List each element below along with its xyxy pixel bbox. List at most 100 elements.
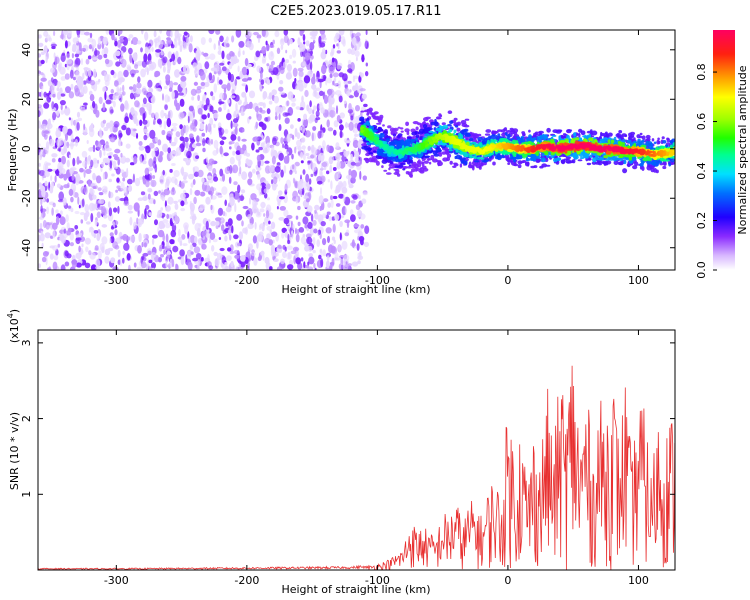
ridge-cell	[493, 139, 498, 142]
noise-speckle	[270, 221, 276, 230]
noise-speckle	[147, 187, 153, 193]
noise-speckle	[173, 82, 179, 86]
ridge-cell	[580, 130, 586, 136]
noise-speckle	[184, 225, 189, 235]
noise-speckle	[109, 151, 113, 156]
noise-speckle	[247, 243, 253, 251]
noise-speckle	[208, 30, 215, 35]
noise-speckle	[321, 161, 328, 168]
noise-speckle	[147, 45, 152, 54]
noise-speckle	[136, 266, 144, 270]
noise-speckle	[187, 115, 190, 124]
noise-speckle	[337, 80, 341, 89]
noise-speckle	[355, 204, 361, 211]
noise-speckle	[189, 113, 194, 122]
noise-speckle	[135, 88, 142, 95]
noise-speckle	[178, 229, 181, 237]
noise-speckle	[267, 197, 270, 201]
noise-speckle	[148, 60, 152, 64]
ridge-cell	[418, 128, 425, 133]
noise-speckle	[153, 156, 157, 164]
noise-speckle	[58, 191, 64, 201]
ridge-cell	[373, 150, 377, 153]
noise-speckle	[227, 247, 232, 252]
noise-speckle	[263, 213, 266, 217]
noise-speckle	[101, 206, 106, 215]
noise-speckle	[80, 219, 84, 224]
noise-speckle	[196, 86, 202, 90]
noise-speckle	[139, 154, 142, 164]
noise-speckle	[97, 159, 100, 164]
noise-speckle	[51, 158, 56, 163]
noise-speckle	[102, 102, 106, 111]
ridge-cell	[454, 123, 460, 126]
noise-speckle	[320, 258, 324, 268]
noise-speckle	[52, 230, 56, 239]
noise-speckle	[172, 245, 179, 253]
noise-speckle	[97, 43, 102, 50]
ridge-cell	[552, 129, 559, 134]
noise-speckle	[362, 192, 368, 196]
noise-speckle	[72, 188, 75, 197]
noise-speckle	[302, 34, 306, 42]
noise-speckle	[164, 43, 169, 48]
ridge-cell	[381, 165, 384, 169]
noise-speckle	[314, 267, 317, 270]
noise-speckle	[209, 53, 216, 60]
noise-speckle	[173, 200, 178, 204]
noise-speckle	[163, 120, 167, 130]
noise-speckle	[98, 192, 104, 196]
ridge-cell	[655, 169, 659, 174]
noise-speckle	[38, 234, 42, 242]
ridge-cell	[439, 114, 443, 118]
ridge-cell	[587, 157, 592, 161]
noise-speckle	[153, 147, 158, 151]
ridge-cell	[373, 111, 379, 115]
noise-speckle	[218, 45, 222, 51]
noise-speckle	[260, 79, 265, 85]
noise-speckle	[171, 212, 175, 223]
noise-speckle	[263, 77, 268, 81]
noise-speckle	[66, 230, 71, 236]
noise-speckle	[144, 215, 147, 220]
ridge-cell	[595, 161, 601, 165]
ridge-cell	[536, 156, 542, 159]
noise-speckle	[109, 124, 114, 133]
noise-speckle	[154, 112, 159, 120]
noise-speckle	[159, 151, 163, 156]
noise-speckle	[138, 176, 143, 180]
noise-speckle	[38, 42, 44, 48]
noise-speckle	[40, 205, 43, 214]
noise-speckle	[357, 260, 361, 265]
noise-speckle	[274, 115, 278, 121]
noise-speckle	[124, 116, 129, 124]
spectrogram-signal-ridge	[359, 103, 675, 178]
noise-speckle	[347, 48, 352, 55]
noise-speckle	[58, 62, 63, 69]
noise-speckle	[72, 37, 80, 44]
noise-speckle	[331, 236, 336, 241]
noise-speckle	[195, 142, 202, 147]
noise-speckle	[213, 83, 218, 93]
noise-speckle	[356, 243, 360, 251]
noise-speckle	[143, 242, 147, 248]
ridge-cell	[424, 155, 431, 158]
ridge-cell	[651, 160, 657, 166]
noise-speckle	[166, 244, 172, 249]
noise-speckle	[302, 216, 309, 225]
noise-speckle	[190, 88, 197, 96]
noise-speckle	[272, 137, 277, 146]
ridge-cell	[396, 165, 401, 168]
noise-speckle	[41, 242, 44, 249]
noise-speckle	[171, 239, 175, 245]
ridge-cell	[470, 141, 477, 144]
noise-speckle	[189, 133, 194, 139]
noise-speckle	[320, 187, 322, 196]
noise-speckle	[116, 40, 121, 48]
ridge-cell	[389, 161, 394, 164]
noise-speckle	[226, 43, 230, 48]
noise-speckle	[336, 172, 341, 179]
noise-speckle	[156, 87, 162, 92]
noise-speckle	[309, 61, 313, 71]
ridge-cell	[522, 133, 526, 137]
